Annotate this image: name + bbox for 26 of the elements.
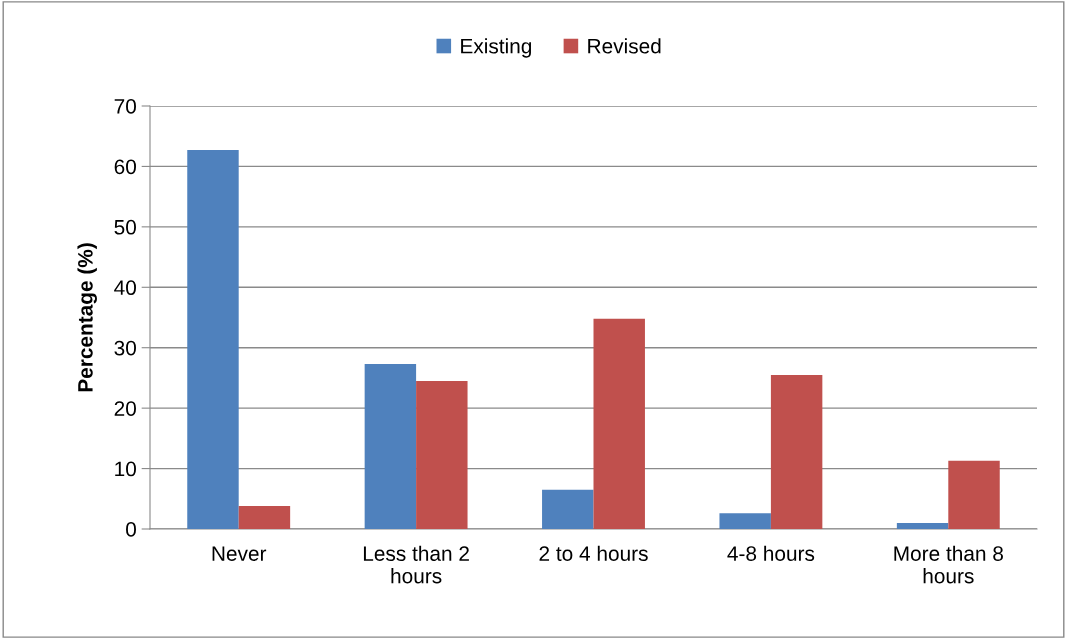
x-tick-label: 2 to 4 hours bbox=[539, 545, 648, 561]
x-tick-label: 4-8 hours bbox=[727, 545, 815, 561]
bar bbox=[416, 380, 468, 529]
y-tick-label: 40 bbox=[114, 280, 136, 296]
y-tick-label: 10 bbox=[115, 461, 136, 477]
bar bbox=[770, 374, 823, 529]
x-tick-label: More than 8 hours bbox=[894, 545, 1003, 584]
y-tick-label: 30 bbox=[114, 340, 136, 356]
bar bbox=[364, 364, 417, 529]
y-tick-label: 20 bbox=[114, 401, 136, 416]
y-tick-label: 70 bbox=[114, 99, 136, 114]
bar bbox=[948, 460, 1000, 529]
y-axis-title: Percentage (%) bbox=[77, 243, 97, 392]
bar bbox=[542, 489, 594, 529]
legend-label: Revised bbox=[588, 38, 661, 54]
y-tick-label: 50 bbox=[114, 219, 136, 235]
legend-label: Existing bbox=[461, 38, 532, 58]
x-tick-label: Never bbox=[212, 546, 267, 561]
bar bbox=[187, 150, 239, 529]
y-tick-label: 60 bbox=[114, 159, 136, 175]
x-tick-label: Less than 2 hours bbox=[363, 545, 469, 584]
bar bbox=[896, 522, 949, 529]
bar bbox=[719, 513, 771, 529]
bar bbox=[593, 318, 645, 529]
y-tick-label: 0 bbox=[126, 522, 136, 537]
bar bbox=[238, 506, 291, 529]
